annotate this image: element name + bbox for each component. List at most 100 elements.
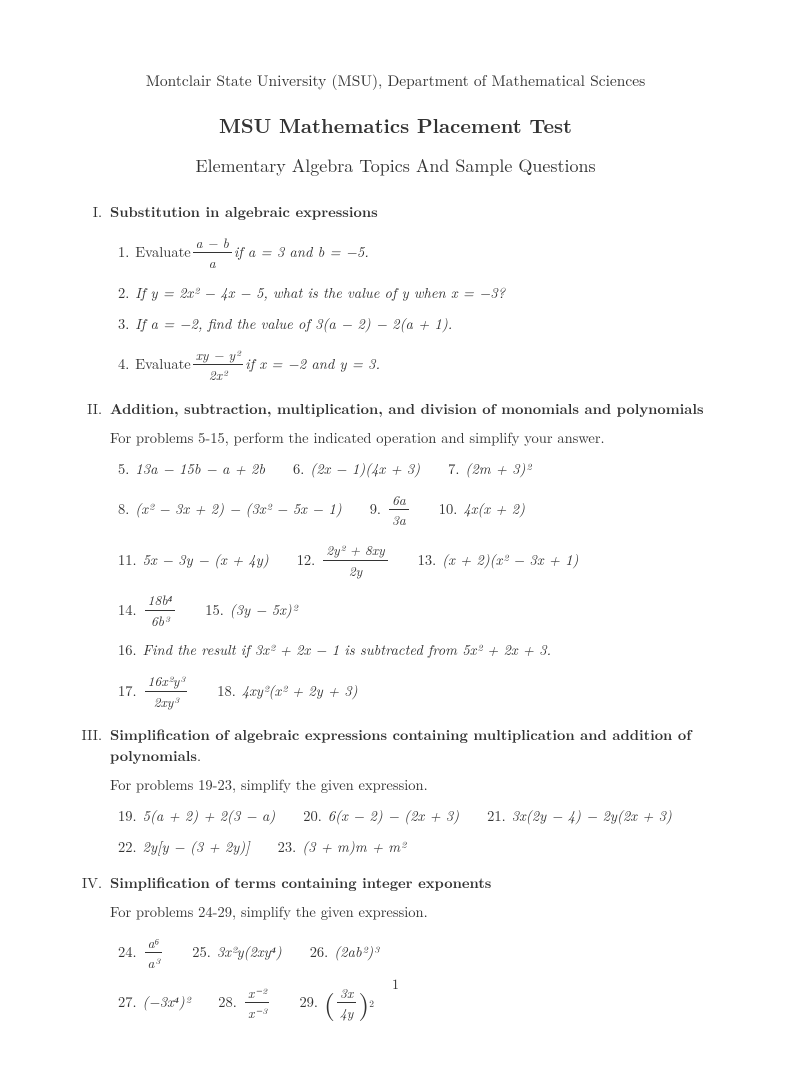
question-11: 11.5x − 3y − (x + 4y): [118, 550, 269, 571]
question-text: 13a − 15b − a + 2b: [135, 459, 265, 480]
question-number: 14.: [118, 600, 137, 621]
question-number: 23.: [278, 837, 297, 858]
question-number: 19.: [118, 806, 137, 827]
question-number: 2.: [118, 283, 129, 304]
question-13: 13. (x + 2)(x² − 3x + 1): [418, 550, 579, 571]
question-text: (x + 2)(x² − 3x + 1): [442, 550, 578, 571]
question-text: if x = −2 and y = 3.: [245, 354, 380, 375]
numerator: 18b⁴: [145, 590, 176, 611]
section-1-title: Substitution in algebraic expressions: [110, 202, 378, 223]
question-20: 20. 6(x − 2) − (2x + 3): [303, 806, 459, 827]
question-text: (2ab²)³: [334, 942, 378, 963]
fraction: 6a3a: [389, 490, 409, 530]
section-3-roman: III.: [72, 725, 110, 767]
section-4-header: IV. Simplification of terms containing i…: [72, 873, 719, 894]
section-4-body: For problems 24-29, simplify the given e…: [110, 902, 719, 1023]
fraction: 16x²y³2xy³: [145, 671, 188, 711]
question-19: 19. 5(a + 2) + 2(3 − a): [118, 806, 275, 827]
question-number: 16.: [118, 640, 137, 661]
university-header: Montclair State University (MSU), Depart…: [72, 70, 719, 92]
question-text: 5(a + 2) + 2(3 − a): [143, 806, 276, 827]
question-number: 21.: [487, 806, 506, 827]
question-21: 21. 3x(2y − 4) − 2y(2x + 3): [487, 806, 672, 827]
question-18: 18. 4xy²(x² + 2y + 3): [217, 681, 357, 702]
question-number: 22.: [118, 837, 137, 858]
document-title: MSU Mathematics Placement Test: [72, 110, 719, 139]
question-text: 3x(2y − 4) − 2y(2x + 3): [512, 806, 672, 827]
section-2-roman: II.: [72, 399, 110, 420]
fraction: xy − y² 2x²: [193, 345, 244, 385]
question-text: (x² − 3x + 2) − (3x² − 5x − 1): [135, 499, 341, 520]
question-12: 12. 2y² + 8xy2y: [297, 540, 390, 580]
question-number: 9.: [370, 499, 381, 520]
question-text: 3x²y(2xy⁴): [217, 942, 282, 963]
denominator: 6b³: [145, 611, 176, 631]
question-26: 26. (2ab²)³: [310, 942, 379, 963]
question-text: (3 + m)m + m²: [302, 837, 405, 858]
question-number: 10.: [439, 499, 458, 520]
section-3-intro: For problems 19-23, simplify the given e…: [110, 775, 719, 796]
question-4: 4. Evaluate xy − y² 2x² if x = −2 and y …: [118, 345, 719, 385]
section-3-header: III. Simplification of algebraic express…: [72, 725, 719, 767]
question-text: 4xy²(x² + 2y + 3): [242, 681, 358, 702]
question-text: 4x(x + 2): [463, 499, 525, 520]
question-text: (2m + 3)²: [465, 459, 531, 480]
question-9: 9. 6a3a: [370, 490, 411, 530]
numerator: a⁶: [145, 933, 163, 954]
section-1-header: I. Substitution in algebraic expressions: [72, 202, 719, 223]
question-6: 6. (2x − 1)(4x + 3): [293, 459, 420, 480]
page-number: 1: [0, 974, 791, 994]
denominator: 2x²: [193, 365, 244, 385]
question-27: 27. (−3x⁴)²: [118, 992, 190, 1013]
question-number: 17.: [118, 681, 137, 702]
question-25: 25.3x²y(2xy⁴): [192, 942, 281, 963]
question-10: 10. 4x(x + 2): [439, 499, 525, 520]
question-7: 7. (2m + 3)²: [448, 459, 531, 480]
question-number: 27.: [118, 992, 137, 1013]
fraction: 2y² + 8xy2y: [323, 540, 387, 580]
question-number: 18.: [217, 681, 236, 702]
section-2-body: For problems 5-15, perform the indicated…: [110, 428, 719, 712]
question-text: 6(x − 2) − (2x + 3): [328, 806, 459, 827]
denominator: a³: [145, 953, 163, 973]
question-number: 8.: [118, 499, 129, 520]
document-subtitle: Elementary Algebra Topics And Sample Que…: [72, 153, 719, 179]
section-3-body: For problems 19-23, simplify the given e…: [110, 775, 719, 858]
question-text: (2x − 1)(4x + 3): [310, 459, 420, 480]
question-number: 1.: [118, 242, 129, 263]
question-number: 26.: [310, 942, 329, 963]
fraction: 18b⁴6b³: [145, 590, 176, 630]
question-14: 14. 18b⁴6b³: [118, 590, 177, 630]
numerator: 6a: [389, 490, 409, 511]
question-23: 23. (3 + m)m + m²: [278, 837, 406, 858]
section-1-body: 1. Evaluate a − b a if a = 3 and b = −5.…: [110, 233, 719, 385]
section-3-title: Simplification of algebraic expressions …: [110, 725, 691, 766]
question-number: 3.: [118, 314, 129, 335]
question-5: 5.13a − 15b − a + 2b: [118, 459, 265, 480]
question-text: 2y[y − (3 + 2y)]: [143, 837, 250, 858]
question-24: 24. a⁶a³: [118, 933, 164, 973]
denominator: x⁻³: [245, 1003, 270, 1023]
denominator: 2xy³: [145, 692, 188, 712]
question-number: 20.: [303, 806, 322, 827]
question-number: 24.: [118, 942, 137, 963]
question-number: 6.: [293, 459, 304, 480]
question-number: 11.: [118, 550, 137, 571]
question-text: (3y − 5x)²: [230, 600, 298, 621]
numerator: 16x²y³: [145, 671, 188, 692]
question-15: 15. (3y − 5x)²: [205, 600, 297, 621]
question-number: 4.: [118, 354, 129, 375]
section-4-intro: For problems 24-29, simplify the given e…: [110, 902, 719, 923]
question-number: 7.: [448, 459, 459, 480]
question-text: Evaluate: [135, 242, 190, 263]
document-page: Montclair State University (MSU), Depart…: [0, 0, 791, 1067]
question-1: 1. Evaluate a − b a if a = 3 and b = −5.: [118, 233, 719, 273]
question-number: 13.: [418, 550, 437, 571]
question-text: (−3x⁴)²: [143, 992, 191, 1013]
question-number: 15.: [205, 600, 224, 621]
denominator: 3a: [389, 510, 409, 530]
denominator: a: [193, 253, 232, 273]
numerator: 2y² + 8xy: [323, 540, 387, 561]
question-8: 8. (x² − 3x + 2) − (3x² − 5x − 1): [118, 499, 342, 520]
question-text: Find the result if 3x² + 2x − 1 is subtr…: [143, 640, 551, 661]
